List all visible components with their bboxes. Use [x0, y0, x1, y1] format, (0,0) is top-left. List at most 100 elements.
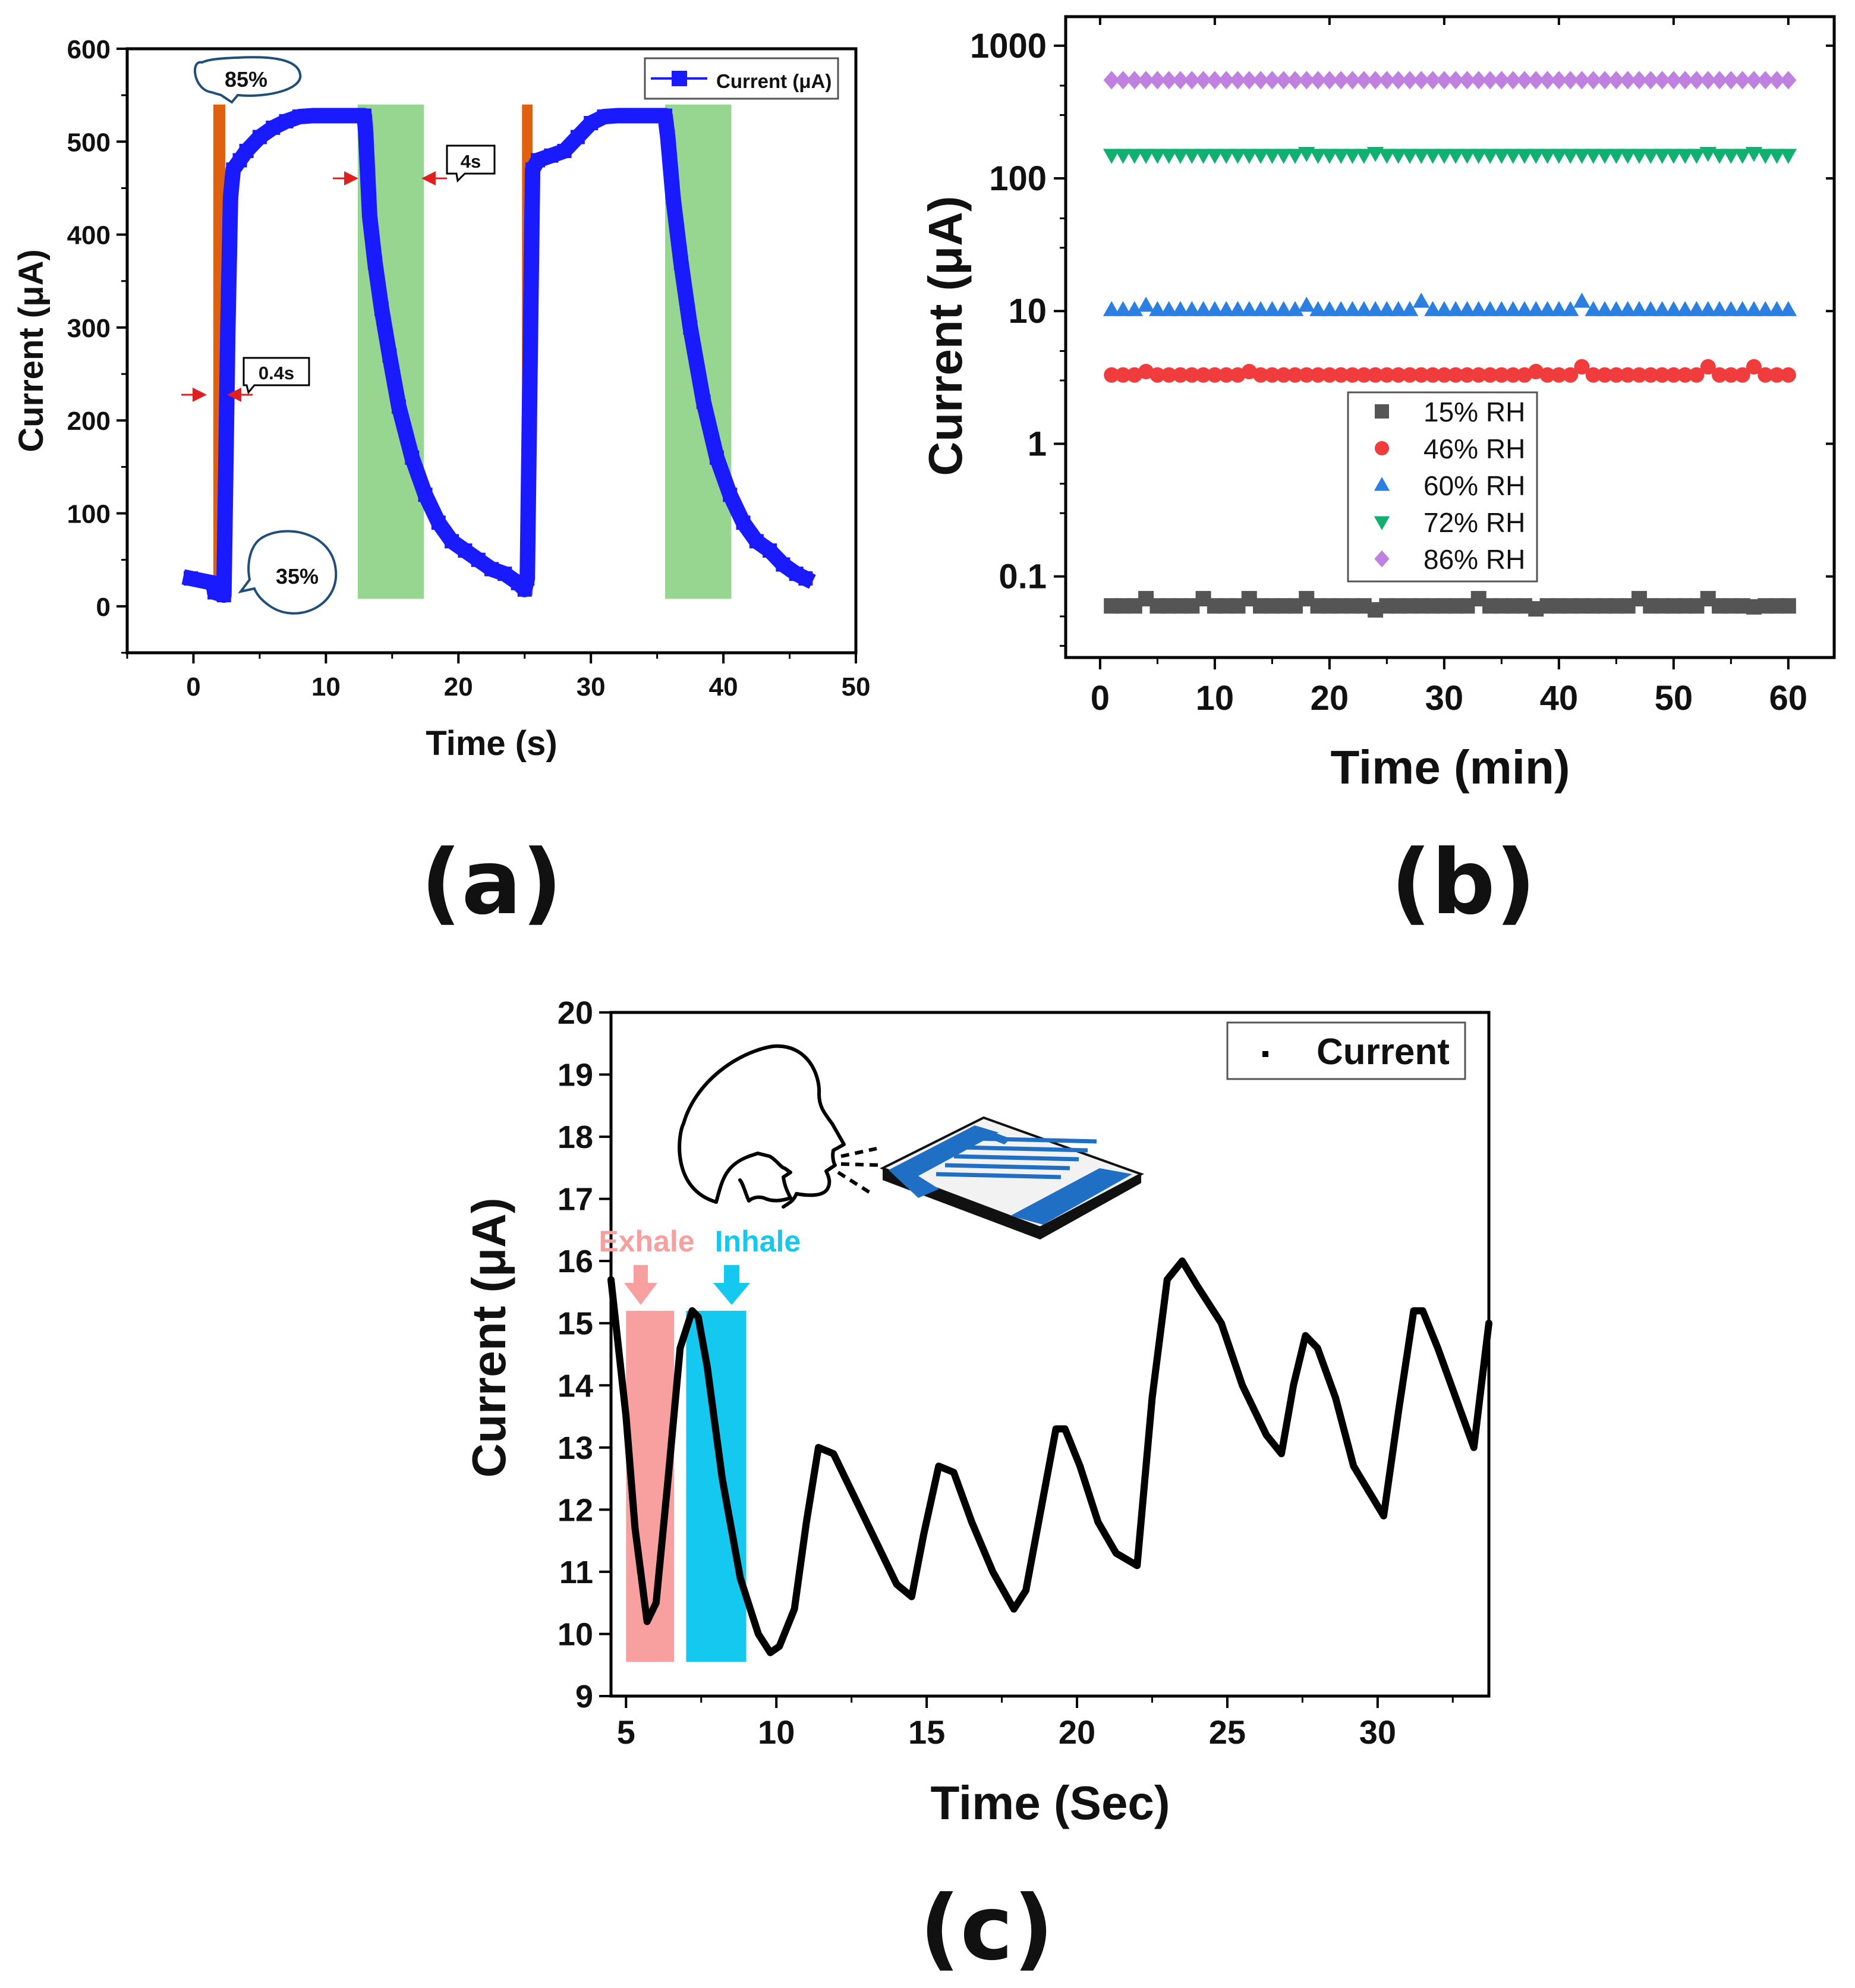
panel-b-data-point	[1757, 71, 1774, 90]
panel-a-data-point	[736, 515, 751, 530]
panel-b-data-point	[1734, 301, 1751, 316]
panel-b-legend-marker	[1375, 441, 1389, 455]
panel-b-data-point	[1768, 71, 1785, 90]
panel-b-data-point	[1677, 71, 1693, 90]
panel-b-data-point	[1459, 71, 1476, 90]
panel-b-data-point	[1608, 71, 1624, 90]
panel-a-data-point	[749, 534, 764, 549]
panel-a-callout-85-text: 85%	[225, 67, 267, 92]
panel-b-series-60rh	[1103, 292, 1797, 316]
panel-c-y-tick-label: 19	[558, 1058, 593, 1093]
panel-c-y-tick-label: 16	[558, 1244, 593, 1279]
panel-b-data-point	[1264, 301, 1281, 316]
panel-b-data-point	[1493, 71, 1510, 90]
panel-b-data-point	[1630, 301, 1648, 316]
panel-a-data-point	[723, 487, 738, 502]
panel-c-x-axis-label: Time (Sec)	[930, 1776, 1170, 1829]
panel-b-data-point	[1309, 149, 1327, 164]
panel-a-data-point	[358, 125, 373, 140]
panel-b-data-point	[1780, 598, 1796, 614]
panel-b-data-point	[1401, 149, 1419, 164]
panel-b-data-point	[1104, 367, 1120, 383]
panel-b-legend-marker	[1375, 404, 1389, 419]
panel-b-legend-label: 72% RH	[1423, 507, 1525, 538]
panel-b-data-point	[1171, 301, 1189, 316]
panel-b-data-point	[1630, 149, 1648, 164]
panel-b-data-point	[1436, 71, 1453, 90]
panel-b-data-point	[1217, 149, 1235, 164]
panel-b-data-point	[1114, 71, 1132, 90]
panel-c-y-tick-label: 10	[558, 1616, 593, 1652]
panel-b-data-point	[1688, 301, 1705, 316]
panel-b-data-point	[1424, 301, 1441, 316]
panel-b-data-point	[1470, 71, 1487, 90]
panel-a-data-point	[319, 108, 333, 123]
panel-b-data-point	[1481, 301, 1499, 316]
panel-c-series-line	[607, 1257, 1492, 1656]
panel-a-y-tick-label: 600	[67, 35, 111, 64]
panel-b-data-point	[1413, 71, 1429, 90]
panel-b-data-point	[1297, 297, 1315, 312]
panel-b-data-point	[1470, 301, 1488, 316]
panel-b-data-point	[1241, 71, 1258, 90]
panel-b-data-point	[1333, 71, 1349, 90]
panel-b-data-point	[1287, 71, 1303, 90]
panel-b-data-point	[1459, 367, 1475, 383]
panel-b-data-point	[1183, 149, 1201, 164]
panel-b-data-point	[1229, 149, 1246, 164]
panel-b-data-point	[1780, 71, 1797, 90]
panel-a-data-point	[332, 108, 347, 123]
panel-b-data-point	[1527, 301, 1545, 316]
panel-a-data-point	[418, 487, 433, 502]
panel-b-data-point	[1561, 149, 1579, 164]
inhale-annotation: Inhale	[713, 1225, 801, 1305]
panel-b-data-point	[1722, 71, 1739, 90]
panel-b-data-point	[1401, 301, 1419, 316]
panel-b-data-point	[1103, 149, 1120, 164]
panel-a-data-point	[374, 301, 389, 316]
panel-b-legend: 15% RH 46% RH 60% RH 72% RH 86% RH	[1347, 391, 1538, 583]
panel-a-data-point	[484, 562, 499, 577]
exhale-annotation: Exhale	[599, 1225, 695, 1305]
panel-b-data-point	[1665, 149, 1683, 164]
panel-a-data-point	[216, 588, 231, 603]
panel-b-data-point	[1402, 71, 1418, 90]
panel-a-y-tick-label: 400	[67, 221, 111, 250]
panel-b-data-point	[1756, 149, 1774, 164]
panel-b-data-point	[1379, 367, 1395, 383]
panel-a-callout-35-text: 35%	[276, 564, 319, 589]
panel-b-data-point	[1676, 149, 1694, 164]
panel-b-data-point	[1264, 71, 1281, 90]
panel-c-y-tick-label: 9	[575, 1679, 593, 1715]
panel-b-data-point	[1172, 71, 1189, 90]
sensor-finger	[944, 1163, 1070, 1171]
panel-a-data-point	[357, 108, 372, 123]
panel-b-data-point	[1390, 149, 1407, 164]
panel-b-data-point	[1344, 71, 1361, 90]
panel-b-data-point	[1551, 367, 1567, 383]
panel-b-x-tick-label: 40	[1540, 679, 1579, 718]
panel-b-data-point	[1711, 149, 1728, 164]
panel-b-data-point	[1642, 301, 1659, 316]
panel-b-plot-frame	[1064, 15, 1836, 659]
panel-b-data-point	[1413, 367, 1429, 383]
panel-b-data-point	[1126, 149, 1144, 164]
panel-b-data-point	[1712, 367, 1728, 383]
panel-c-y-tick-label: 17	[558, 1182, 593, 1218]
panel-b-data-point	[1677, 367, 1693, 383]
panel-c-y-tick-label: 18	[558, 1119, 593, 1155]
panel-b-data-point	[1309, 301, 1327, 316]
panel-b-x-axis-label: Time (min)	[1330, 741, 1570, 794]
exhale-label: Exhale	[599, 1225, 694, 1258]
panel-b-data-point	[1539, 71, 1556, 90]
panel-b-data-point	[1596, 71, 1613, 90]
exhale-arrow-icon	[624, 1265, 657, 1305]
sensor-finger	[962, 1145, 1088, 1153]
panel-b-data-point	[1447, 71, 1464, 90]
panel-a-y-axis-label: Current (μA)	[12, 249, 51, 452]
panel-a-data-point	[763, 543, 777, 558]
panel-b-data-point	[1356, 71, 1372, 90]
panel-b-data-point	[1780, 149, 1797, 164]
panel-a-data-point	[362, 209, 377, 224]
panel-b-data-point	[1264, 149, 1281, 164]
